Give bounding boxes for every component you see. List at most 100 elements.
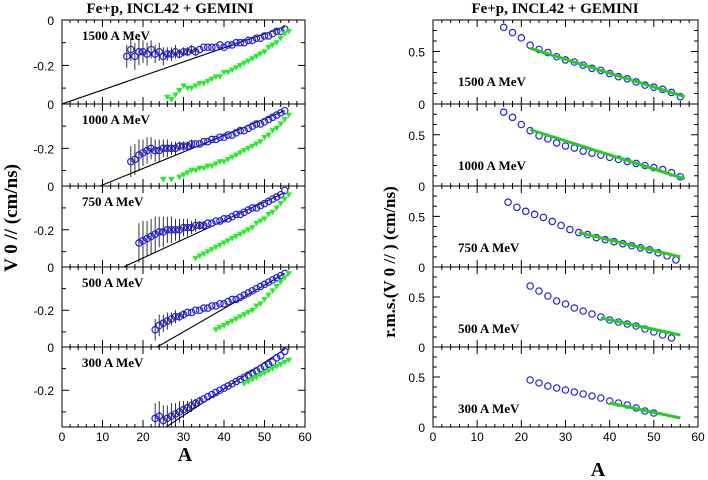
data-point-circle (240, 126, 249, 135)
data-point-circle (151, 50, 159, 58)
data-point-circle (187, 401, 196, 410)
data-point-circle (135, 151, 143, 159)
panel-plot (526, 282, 681, 342)
left-panel-5: 0 -0.2 300 A MeV (33, 341, 306, 428)
data-point-triangle (281, 359, 288, 366)
y-tick-label: 0 (47, 180, 54, 194)
data-point-circle (171, 410, 180, 418)
data-point-triangle (228, 318, 236, 325)
data-point-circle (499, 23, 508, 32)
fit-line (122, 192, 285, 267)
data-point-circle (151, 230, 159, 238)
energy-label: 1000 A MeV (458, 158, 526, 173)
data-point-circle (139, 148, 147, 157)
data-point-circle (135, 239, 143, 247)
data-point-triangle (249, 225, 256, 231)
data-point-circle (208, 43, 216, 52)
data-point-triangle (232, 233, 240, 240)
energy-label: 1500 A MeV (458, 74, 526, 89)
x-tick-label: 60 (691, 430, 705, 444)
right-panel-4: 0 0.5 500 A MeV (408, 266, 699, 355)
data-point-triangle (241, 229, 248, 236)
data-point-circle (228, 41, 236, 49)
data-point-circle (195, 306, 204, 315)
data-point-circle (248, 36, 257, 45)
data-point-triangle (241, 148, 248, 154)
data-point-circle (216, 386, 224, 395)
data-point-circle (570, 388, 579, 396)
panel-plot (499, 23, 686, 101)
x-tick-label: 10 (96, 430, 110, 444)
data-point-triangle (212, 244, 220, 251)
data-point-triangle (253, 141, 260, 148)
data-point-circle (260, 280, 269, 289)
data-point-circle (228, 295, 236, 304)
data-point-circle (147, 144, 155, 153)
right-chart-title: Fe+p, INCL42 + GEMINI (471, 1, 638, 17)
data-point-circle (163, 317, 172, 325)
data-point-triangle (249, 56, 256, 62)
x-tick-label: 40 (217, 430, 231, 444)
energy-label: 300 A MeV (458, 401, 520, 416)
data-point-triangle (261, 297, 268, 303)
data-point-circle (147, 232, 155, 241)
data-point-triangle (285, 112, 292, 119)
data-point-circle (579, 390, 587, 398)
data-point-circle (224, 41, 232, 49)
data-point-triangle (249, 143, 256, 150)
data-point-triangle (261, 49, 268, 55)
y-tick-label: -0.2 (33, 224, 54, 238)
data-point-circle (256, 201, 265, 210)
data-point-circle (256, 120, 265, 128)
energy-label: 500 A MeV (82, 275, 144, 290)
energy-label: 750 A MeV (458, 240, 520, 255)
data-point-circle (264, 278, 273, 286)
data-point-circle (212, 43, 220, 52)
data-point-triangle (253, 303, 260, 310)
right-chart: Fe+p, INCL42 + GEMINI r.m.s.(V 0 // ) (c… (380, 1, 705, 480)
data-point-circle (232, 377, 240, 386)
data-point-circle (175, 142, 184, 150)
right-panel-3: 0 0.5 750 A MeV (408, 185, 699, 275)
data-point-circle (252, 120, 261, 128)
data-point-circle (167, 225, 176, 234)
data-point-triangle (212, 327, 220, 333)
data-point-circle (526, 41, 534, 50)
data-point-triangle (224, 320, 232, 327)
data-point-triangle (192, 255, 199, 262)
data-point-circle (183, 403, 192, 412)
data-point-triangle (200, 81, 207, 87)
data-point-circle (163, 50, 172, 58)
data-point-triangle (273, 364, 280, 370)
data-point-circle (204, 137, 212, 146)
data-point-circle (561, 300, 570, 308)
data-point-triangle (232, 316, 240, 323)
data-point-triangle (172, 92, 179, 99)
data-point-circle (240, 38, 249, 47)
data-point-circle (204, 392, 212, 401)
data-point-circle (199, 43, 208, 52)
data-point-triangle (265, 292, 272, 299)
data-point-triangle (253, 53, 260, 60)
right-chart-panels: 0 0.5 1500 A MeV 0 0.5 1000 A MeV 0 0.5 750 A Me… (408, 19, 705, 444)
data-point-circle (280, 347, 289, 356)
data-point-circle (228, 379, 236, 388)
data-point-circle (244, 289, 253, 297)
data-point-triangle (196, 253, 203, 260)
data-point-triangle (265, 132, 272, 139)
data-point-circle (579, 147, 587, 155)
data-point-circle (163, 225, 172, 234)
data-point-circle (187, 140, 196, 148)
data-point-circle (552, 139, 561, 147)
y-tick-label: 0.5 (408, 291, 425, 305)
panel-plot (504, 198, 681, 264)
data-point-triangle (281, 196, 288, 203)
data-point-circle (264, 32, 273, 40)
data-point-triangle (180, 172, 187, 179)
y-tick-label: 0.5 (408, 210, 425, 224)
data-point-triangle (176, 87, 183, 94)
left-chart-title: Fe+p, INCL42 + GEMINI (86, 1, 253, 17)
data-point-circle (535, 287, 543, 295)
left-panel-1: 0 -0.2 1500 A MeV (33, 14, 306, 105)
